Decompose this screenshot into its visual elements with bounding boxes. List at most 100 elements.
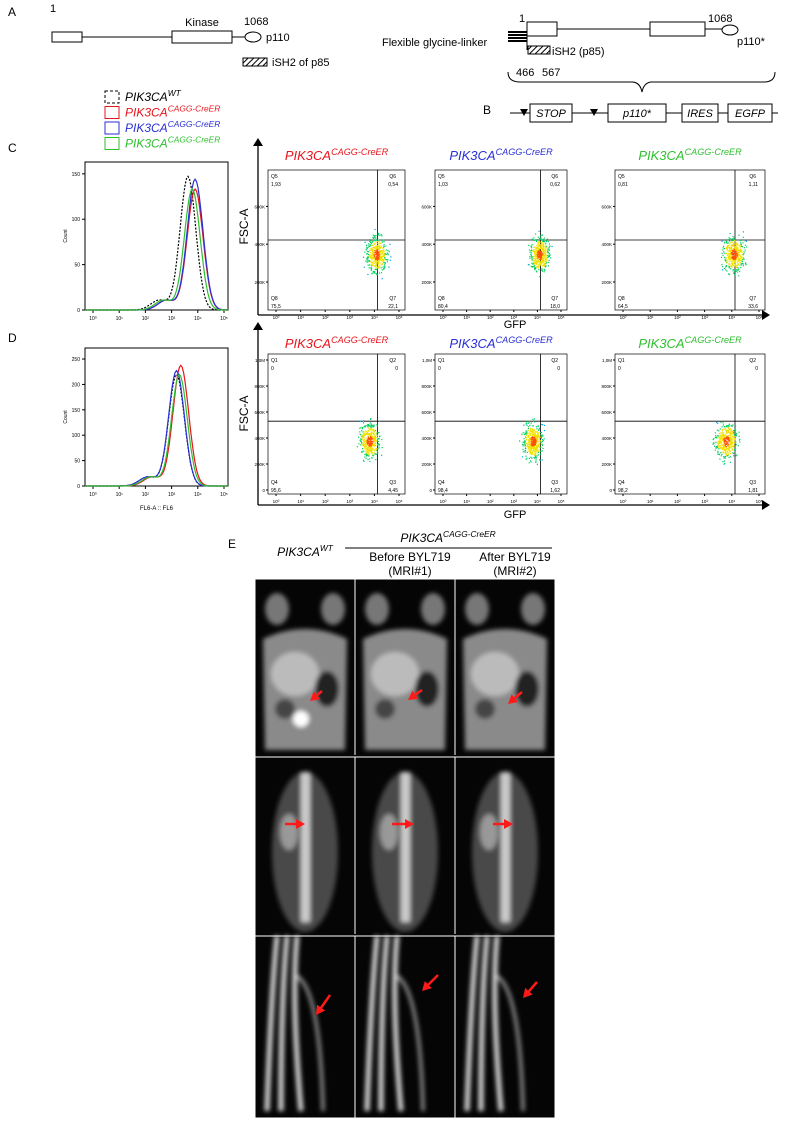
cell-dot xyxy=(729,440,731,442)
cell-dot xyxy=(366,261,368,263)
cell-dot xyxy=(363,433,366,435)
cell-dot xyxy=(541,234,543,236)
cell-dot xyxy=(743,251,745,253)
cell-dot xyxy=(537,257,539,259)
cell-dot xyxy=(370,423,372,425)
cell-dot xyxy=(722,432,725,434)
plot-title-sup: CAGG-CreER xyxy=(331,147,389,157)
cell-dot xyxy=(529,424,531,426)
cell-dot xyxy=(734,265,736,267)
cell-dot xyxy=(543,249,546,251)
cell-dot xyxy=(537,450,540,452)
legend-swatch xyxy=(104,137,120,150)
cell-dot xyxy=(540,262,542,264)
cell-dot xyxy=(539,436,541,438)
cell-dot xyxy=(365,440,367,442)
cell-dot xyxy=(539,240,541,242)
cell-dot xyxy=(371,245,373,247)
cell-dot xyxy=(739,438,741,440)
cell-dot xyxy=(531,249,533,251)
cell-dot xyxy=(726,247,729,249)
residue-label: 567 xyxy=(542,67,560,79)
cell-dot xyxy=(729,446,731,448)
cell-dot xyxy=(540,434,542,436)
red-arrow-head xyxy=(316,1004,326,1015)
cell-dot xyxy=(730,438,732,440)
cell-dot xyxy=(543,268,545,270)
mri-image xyxy=(464,935,525,1112)
cell-dot xyxy=(731,241,733,243)
cell-dot xyxy=(373,439,375,441)
y-tick-label: 400K xyxy=(421,242,432,247)
cell-dot xyxy=(368,428,370,430)
cell-dot xyxy=(734,252,736,254)
cell-dot xyxy=(527,426,530,428)
cell-dot xyxy=(371,247,373,249)
cell-dot xyxy=(531,451,533,453)
cell-dot xyxy=(370,257,372,259)
cell-dot xyxy=(545,239,547,241)
cell-dot xyxy=(532,430,534,433)
cell-dot xyxy=(729,232,731,235)
quadrant-name: Q5 xyxy=(271,174,278,180)
cell-dot xyxy=(718,435,721,437)
cell-dot xyxy=(731,438,733,440)
cell-dot xyxy=(381,253,384,255)
cell-dot xyxy=(728,247,731,249)
y-axis-label: FSC-A xyxy=(237,209,251,245)
cell-dot xyxy=(535,439,538,441)
cell-dot xyxy=(541,247,543,249)
cell-dot xyxy=(717,452,719,454)
cell-dot xyxy=(376,260,378,262)
legend-label: PIK3CACAGG-CreER xyxy=(125,104,220,120)
cell-dot xyxy=(722,443,724,445)
cell-dot xyxy=(536,262,538,264)
cell-dot xyxy=(735,253,737,255)
cell-dot xyxy=(542,244,544,246)
x-tick-label: 10² xyxy=(487,499,494,504)
cell-dot xyxy=(528,244,530,246)
x-tick-label: 10⁰ xyxy=(89,492,97,498)
cell-dot xyxy=(537,440,539,443)
cell-dot xyxy=(722,433,725,435)
mri-shape xyxy=(271,652,319,696)
cell-dot xyxy=(384,257,386,259)
y-tick-label: 200K xyxy=(421,462,432,467)
cell-dot xyxy=(740,248,742,250)
cell-dot xyxy=(722,448,725,450)
cell-dot xyxy=(731,449,733,451)
cell-dot xyxy=(734,254,736,256)
cell-dot xyxy=(528,448,530,450)
y-tick-label: 600K xyxy=(254,410,265,415)
cell-dot xyxy=(716,435,719,437)
cell-dot xyxy=(724,256,726,258)
cell-dot xyxy=(742,242,744,244)
cell-dot xyxy=(729,255,731,257)
mri-vessel xyxy=(278,935,290,1112)
mri-shape xyxy=(371,652,419,696)
cell-dot xyxy=(548,254,550,256)
cell-dot xyxy=(378,253,380,255)
cell-dot xyxy=(729,252,731,255)
cell-dot xyxy=(721,430,723,432)
cell-dot xyxy=(737,252,740,254)
cell-dot xyxy=(738,259,740,261)
cell-dot xyxy=(745,264,747,266)
cell-dot xyxy=(541,439,543,441)
cell-dot xyxy=(369,428,371,430)
cell-dot xyxy=(723,248,726,250)
cell-dot xyxy=(382,262,384,264)
cell-dot xyxy=(387,259,389,261)
cell-dot xyxy=(729,263,731,265)
cell-dot xyxy=(364,440,366,442)
cell-dot xyxy=(732,248,735,250)
x-tick-label: 10³ xyxy=(511,315,518,320)
cell-dot xyxy=(737,243,739,245)
plot-frame xyxy=(434,353,568,495)
cell-dot xyxy=(729,238,731,240)
cell-dot xyxy=(533,433,535,436)
mri-vessel xyxy=(478,935,490,1112)
cell-dot xyxy=(371,453,373,455)
cell-dot xyxy=(381,257,383,259)
cell-dot xyxy=(543,247,545,249)
